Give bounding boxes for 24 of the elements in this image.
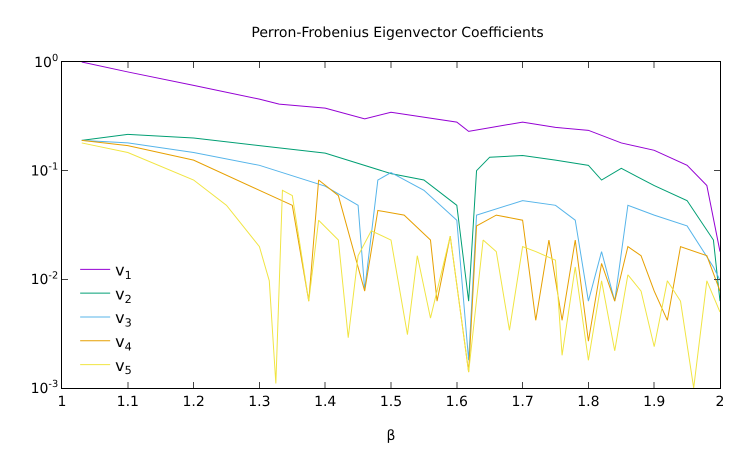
x-tick-label: 1.2 bbox=[182, 394, 205, 410]
chart-title: Perron-Frobenius Eigenvector Coefficients bbox=[251, 24, 544, 41]
legend-label: v$_{5}$ bbox=[115, 356, 132, 378]
x-tick-label: 1.4 bbox=[314, 394, 336, 410]
x-tick-label: 1.9 bbox=[643, 394, 666, 410]
y-tick-label: 10$^{-1}$ bbox=[30, 162, 58, 180]
x-tick-label: 1.6 bbox=[446, 394, 468, 410]
x-tick-label: 1.5 bbox=[380, 394, 402, 410]
y-tick-label: 10$^{-3}$ bbox=[30, 379, 58, 397]
x-tick-label: 1.7 bbox=[511, 394, 534, 410]
x-tick-label: 2 bbox=[716, 394, 724, 410]
x-axis-title: β bbox=[386, 428, 396, 444]
x-tick-label: 1.8 bbox=[577, 394, 600, 410]
x-tick-label: 1.1 bbox=[116, 394, 139, 410]
line-series bbox=[81, 134, 720, 302]
line-series bbox=[81, 62, 720, 252]
legend-label: v$_{2}$ bbox=[115, 284, 132, 306]
y-tick-label: 10$^{-2}$ bbox=[30, 270, 58, 288]
legend-label: v$_{3}$ bbox=[115, 308, 132, 330]
legend-label: v$_{1}$ bbox=[115, 260, 132, 282]
x-tick-label: 1 bbox=[58, 394, 66, 410]
y-tick-label: 10$^{0}$ bbox=[34, 53, 58, 71]
x-tick-label: 1.3 bbox=[248, 394, 271, 410]
legend-label: v$_{4}$ bbox=[115, 332, 132, 354]
